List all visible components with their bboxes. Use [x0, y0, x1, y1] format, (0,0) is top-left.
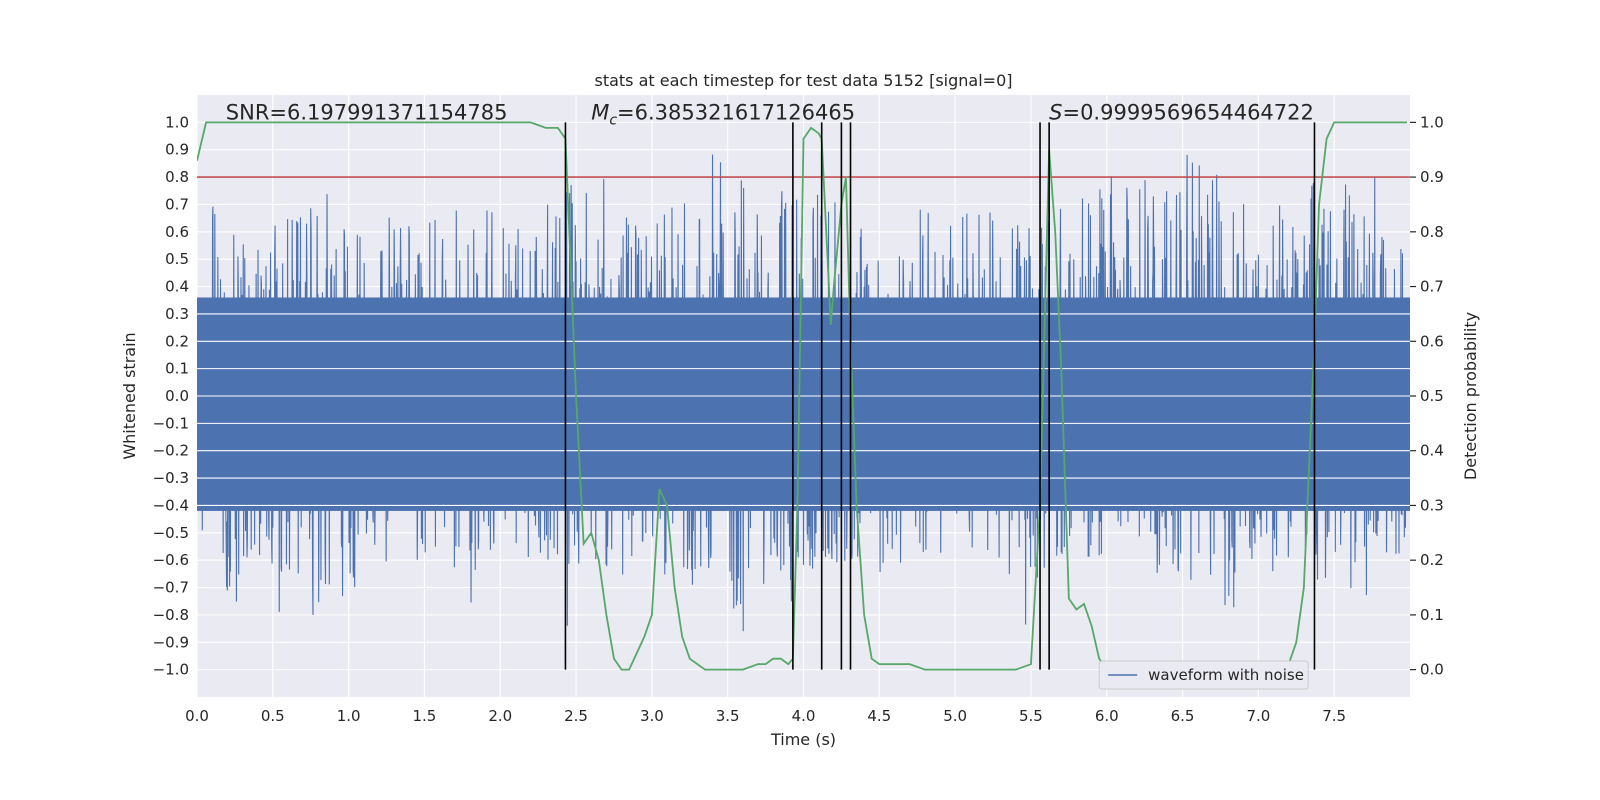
- y-axis-label: Whitened strain: [120, 332, 139, 459]
- y2-tick-label: 0.1: [1420, 606, 1444, 624]
- x-tick-label: 4.0: [792, 707, 816, 725]
- x-tick-label: 7.5: [1322, 707, 1346, 725]
- s-value: =0.9999569654464722: [1062, 100, 1313, 124]
- strain-dense-band: [197, 297, 1410, 511]
- chirp-mass-value: =6.385321617126465: [617, 100, 855, 124]
- x-axis-label: Time (s): [770, 730, 836, 749]
- s-symbol: S: [1049, 100, 1062, 124]
- chirp-mass-symbol: M: [591, 100, 609, 124]
- legend: waveform with noise: [1098, 660, 1309, 690]
- y-tick-label: −0.5: [153, 524, 189, 542]
- y2-tick-label: 0.7: [1420, 278, 1444, 296]
- x-tick-label: 1.0: [337, 707, 361, 725]
- y-tick-label: −0.2: [153, 442, 189, 460]
- x-tick-label: 0.0: [185, 707, 209, 725]
- x-tick-label: 6.5: [1171, 707, 1195, 725]
- y-axis-ticks: −1.0 −0.9 −0.8 −0.7 −0.6 −0.5 −0.4 −0.3 −0.2 −0.1…: [153, 113, 189, 678]
- y2-axis-label: Detection probability: [1461, 312, 1480, 480]
- y-tick-label: 0.7: [165, 195, 189, 213]
- y-tick-label: −1.0: [153, 661, 189, 679]
- y-tick-label: 0.2: [165, 332, 189, 350]
- x-tick-label: 4.5: [867, 707, 891, 725]
- y-tick-label: 0.5: [165, 250, 189, 268]
- x-tick-label: 2.5: [564, 707, 588, 725]
- y2-tick-label: 1.0: [1420, 113, 1444, 131]
- legend-label-waveform: waveform with noise: [1148, 666, 1304, 684]
- y-tick-label: −0.7: [153, 579, 189, 597]
- y2-tick-label: 0.9: [1420, 168, 1444, 186]
- legend-box: [1098, 660, 1309, 690]
- y2-tick-label: 0.5: [1420, 387, 1444, 405]
- y2-axis-ticks: 0.0 0.1 0.2 0.3 0.4 0.5 0.6 0.7 0.8 0.9 1.0: [1410, 113, 1444, 679]
- y2-tick-label: 0.0: [1420, 661, 1444, 679]
- s-annotation: S=0.9999569654464722: [1049, 100, 1314, 124]
- y2-tick-label: 0.4: [1420, 442, 1444, 460]
- y2-tick-label: 0.3: [1420, 496, 1444, 514]
- x-tick-label: 5.5: [1019, 707, 1043, 725]
- y-tick-label: −0.8: [153, 606, 189, 624]
- chirp-mass-subscript: c: [609, 112, 617, 128]
- y-tick-label: 0.3: [165, 305, 189, 323]
- snr-annotation: SNR=6.197991371154785: [226, 100, 508, 124]
- chirp-mass-annotation: Mc=6.385321617126465: [591, 100, 855, 128]
- x-tick-label: 5.0: [943, 707, 967, 725]
- y-tick-label: −0.6: [153, 551, 189, 569]
- y-tick-label: 0.1: [165, 360, 189, 378]
- y-tick-label: 1.0: [165, 113, 189, 131]
- y-tick-label: 0.0: [165, 387, 189, 405]
- y-tick-label: 0.9: [165, 141, 189, 159]
- x-tick-label: 3.5: [716, 707, 740, 725]
- x-tick-label: 6.0: [1095, 707, 1119, 725]
- y-tick-label: −0.1: [153, 414, 189, 432]
- x-tick-label: 7.0: [1246, 707, 1270, 725]
- chart-title: stats at each timestep for test data 515…: [594, 71, 1012, 90]
- y2-tick-label: 0.2: [1420, 551, 1444, 569]
- x-tick-label: 1.5: [413, 707, 437, 725]
- x-tick-label: 3.0: [640, 707, 664, 725]
- y-tick-label: −0.4: [153, 496, 189, 514]
- strain-series: [197, 154, 1410, 632]
- y-tick-label: −0.9: [153, 633, 189, 651]
- x-axis-ticks: 0.0 0.5 1.0 1.5 2.0 2.5 3.0 3.5 4.0 4.5 5.0 5.5 6.0 6…: [185, 707, 1346, 725]
- y2-tick-label: 0.8: [1420, 223, 1444, 241]
- y2-tick-label: 0.6: [1420, 332, 1444, 350]
- y-tick-label: 0.6: [165, 223, 189, 241]
- y-tick-label: −0.3: [153, 469, 189, 487]
- y-tick-label: 0.4: [165, 278, 189, 296]
- x-tick-label: 0.5: [261, 707, 285, 725]
- y-tick-label: 0.8: [165, 168, 189, 186]
- x-tick-label: 2.0: [488, 707, 512, 725]
